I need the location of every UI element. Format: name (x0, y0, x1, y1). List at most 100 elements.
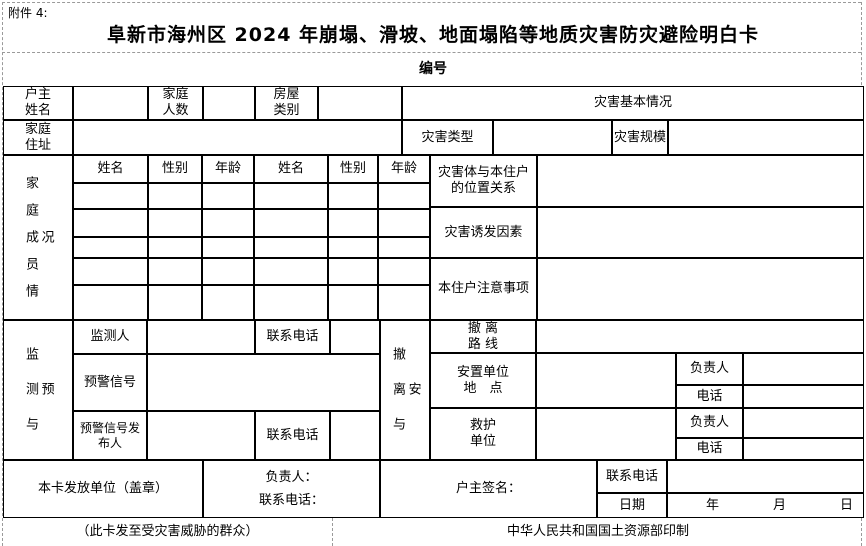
member-name-header-1: 姓名 (73, 155, 148, 183)
disaster-type-label: 灾害类型 (402, 120, 493, 155)
member-gender-header-2: 性别 (328, 155, 378, 183)
rescue-unit-label: 救护 单位 (430, 408, 536, 460)
house-type-label: 房屋 类别 (255, 86, 318, 120)
householder-signature-field[interactable]: 户主签名： (380, 460, 597, 518)
placement-unit-label: 安置单位 地 点 (430, 353, 536, 408)
placement-unit-field[interactable] (536, 353, 676, 408)
monitor-person-field[interactable] (147, 320, 255, 354)
issuer-phone-field[interactable] (330, 411, 380, 460)
rescue-unit-field[interactable] (536, 408, 676, 460)
precautions-label: 本住户注意事项 (430, 258, 537, 320)
member-age-header-2: 年龄 (378, 155, 430, 183)
house-type-field[interactable] (318, 86, 402, 120)
signal-issuer-field[interactable] (147, 411, 255, 460)
disaster-scale-label: 灾害规模 (612, 120, 668, 155)
family-members-section-label: 家庭成员情况 (3, 155, 73, 320)
family-member-cell-r4-c3[interactable] (202, 258, 254, 285)
family-member-cell-r2-c4[interactable] (254, 209, 328, 237)
precautions-field[interactable] (537, 258, 864, 320)
member-age-header-1: 年龄 (202, 155, 254, 183)
family-member-cell-r1-c3[interactable] (202, 183, 254, 209)
placement-leader-field[interactable] (743, 353, 864, 385)
family-member-cell-r1-c2[interactable] (148, 183, 202, 209)
family-member-cell-r5-c3[interactable] (202, 285, 254, 320)
family-member-cell-r2-c2[interactable] (148, 209, 202, 237)
position-relation-label: 灾害体与本住户 的位置关系 (430, 155, 537, 207)
family-member-cell-r4-c2[interactable] (148, 258, 202, 285)
member-gender-header-1: 性别 (148, 155, 202, 183)
family-member-cell-r2-c1[interactable] (73, 209, 148, 237)
home-address-field[interactable] (73, 120, 402, 155)
month-label: 月 (772, 497, 786, 513)
member-name-header-2: 姓名 (254, 155, 328, 183)
year-label: 年 (706, 497, 720, 513)
disaster-overview-header: 灾害基本情况 (402, 86, 864, 120)
family-member-cell-r2-c6[interactable] (378, 209, 430, 237)
title-divider (2, 52, 861, 53)
family-member-cell-r2-c5[interactable] (328, 209, 378, 237)
issuer-phone-label: 联系电话 (255, 411, 330, 460)
page-margin-top (2, 2, 861, 3)
family-member-cell-r4-c1[interactable] (73, 258, 148, 285)
family-member-cell-r1-c5[interactable] (328, 183, 378, 209)
family-member-cell-r5-c4[interactable] (254, 285, 328, 320)
placement-phone-label: 电话 (676, 385, 743, 408)
family-member-cell-r4-c5[interactable] (328, 258, 378, 285)
householder-name-label: 户主 姓名 (3, 86, 73, 120)
issuing-leader-phone-field[interactable]: 负责人： 联系电话： (203, 460, 380, 518)
issue-date-field[interactable]: 年 月 日 (667, 493, 864, 518)
family-size-field[interactable] (203, 86, 255, 120)
family-member-cell-r3-c4[interactable] (254, 237, 328, 258)
family-size-label: 家庭 人数 (148, 86, 203, 120)
family-member-cell-r3-c3[interactable] (202, 237, 254, 258)
family-member-cell-r2-c3[interactable] (202, 209, 254, 237)
issuing-unit-label: 本卡发放单位（盖章） (3, 460, 203, 518)
warning-signal-label: 预警信号 (73, 354, 147, 411)
page-margin-left (2, 2, 3, 546)
evacuation-section-label: 撤离与安 (380, 320, 430, 460)
disaster-type-field[interactable] (493, 120, 612, 155)
family-member-cell-r5-c1[interactable] (73, 285, 148, 320)
family-member-cell-r4-c6[interactable] (378, 258, 430, 285)
issue-phone-field[interactable] (667, 460, 864, 493)
footer-divider (332, 518, 333, 546)
family-member-cell-r3-c5[interactable] (328, 237, 378, 258)
family-member-cell-r5-c5[interactable] (328, 285, 378, 320)
family-member-cell-r1-c4[interactable] (254, 183, 328, 209)
day-label: 日 (839, 497, 853, 513)
attachment-label: 附件 4: (8, 6, 48, 20)
monitoring-section-label: 监测与预 (3, 320, 73, 460)
placement-leader-label: 负责人 (676, 353, 743, 385)
householder-name-field[interactable] (73, 86, 148, 120)
family-member-cell-r3-c2[interactable] (148, 237, 202, 258)
position-relation-field[interactable] (537, 155, 864, 207)
issue-date-label: 日期 (597, 493, 667, 518)
trigger-factor-label: 灾害诱发因素 (430, 207, 537, 258)
monitor-phone-field[interactable] (330, 320, 380, 354)
trigger-factor-field[interactable] (537, 207, 864, 258)
rescue-leader-field[interactable] (743, 408, 864, 438)
page-title: 阜新市海州区 2024 年崩塌、滑坡、地面塌陷等地质灾害防灾避险明白卡 (106, 24, 760, 46)
evacuation-route-field[interactable] (536, 320, 864, 353)
family-member-cell-r3-c6[interactable] (378, 237, 430, 258)
serial-number-label: 编号 (419, 61, 447, 77)
warning-signal-field[interactable] (147, 354, 380, 411)
issue-phone-label: 联系电话 (597, 460, 667, 493)
monitor-phone-label: 联系电话 (255, 320, 330, 354)
family-member-cell-r1-c6[interactable] (378, 183, 430, 209)
signal-issuer-label: 预警信号发 布人 (73, 411, 147, 460)
rescue-phone-field[interactable] (743, 438, 864, 460)
home-address-label: 家庭 住址 (3, 120, 73, 155)
evacuation-route-label: 撤 离 路 线 (430, 320, 536, 353)
footer-note: （此卡发至受灾害威胁的群众） (76, 524, 259, 540)
family-member-cell-r4-c4[interactable] (254, 258, 328, 285)
family-member-cell-r5-c6[interactable] (378, 285, 430, 320)
rescue-leader-label: 负责人 (676, 408, 743, 438)
footer-printer: 中华人民共和国国土资源部印制 (506, 524, 689, 540)
family-member-cell-r3-c1[interactable] (73, 237, 148, 258)
family-member-cell-r1-c1[interactable] (73, 183, 148, 209)
placement-phone-field[interactable] (743, 385, 864, 408)
family-member-cell-r5-c2[interactable] (148, 285, 202, 320)
disaster-scale-field[interactable] (668, 120, 864, 155)
